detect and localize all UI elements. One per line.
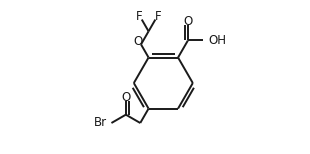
Text: F: F (136, 10, 142, 23)
Text: Br: Br (94, 116, 107, 130)
Text: F: F (155, 10, 162, 23)
Text: O: O (121, 91, 131, 104)
Text: OH: OH (209, 34, 227, 47)
Text: O: O (183, 15, 193, 28)
Text: O: O (133, 35, 143, 48)
